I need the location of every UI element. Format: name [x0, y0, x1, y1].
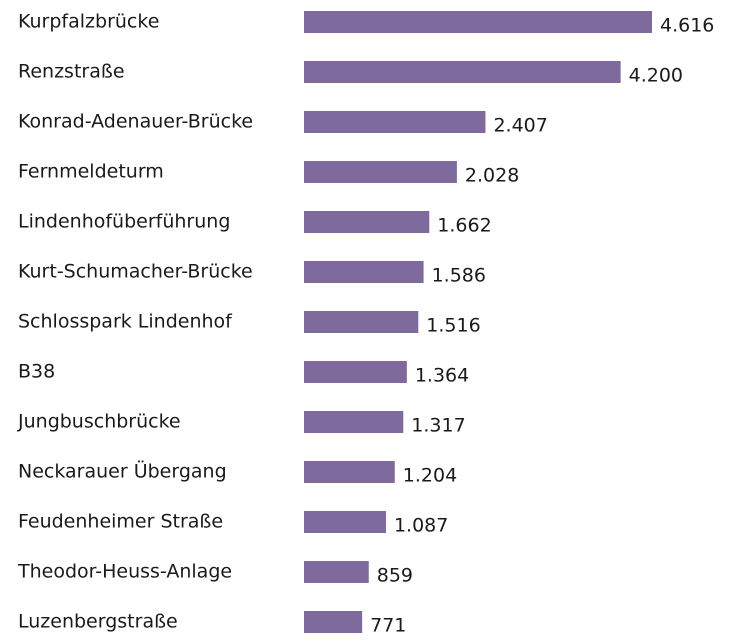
bar [304, 161, 457, 183]
category-label: Neckarauer Übergang [18, 460, 227, 483]
category-label: B38 [18, 361, 55, 383]
value-label: 1.204 [403, 465, 457, 487]
category-label: Luzenbergstraße [18, 611, 178, 633]
bar [304, 211, 430, 233]
category-label: Theodor-Heuss-Anlage [17, 561, 232, 583]
bar [304, 311, 419, 333]
bar [304, 511, 386, 533]
bar [304, 61, 621, 83]
category-label: Schlosspark Lindenhof [18, 311, 233, 333]
bar [304, 411, 404, 433]
value-label: 771 [370, 615, 406, 637]
value-label: 2.407 [493, 115, 547, 137]
bar [304, 11, 652, 33]
value-label: 1.087 [394, 515, 448, 537]
value-label: 1.364 [415, 365, 469, 387]
category-label: Jungbuschbrücke [17, 411, 181, 433]
value-label: 1.317 [411, 415, 465, 437]
value-label: 4.200 [629, 65, 683, 87]
category-label: Kurpfalzbrücke [18, 11, 159, 33]
bar [304, 111, 486, 133]
bar [304, 361, 407, 383]
category-label: Konrad-Adenauer-Brücke [18, 111, 253, 133]
value-label: 1.586 [432, 265, 486, 287]
bar [304, 561, 369, 583]
bar [304, 261, 424, 283]
category-label: Kurt-Schumacher-Brücke [18, 261, 253, 283]
value-label: 4.616 [660, 15, 714, 37]
value-label: 859 [377, 565, 413, 587]
value-label: 2.028 [465, 165, 519, 187]
value-label: 1.662 [437, 215, 491, 237]
bar [304, 461, 395, 483]
category-label: Fernmeldeturm [18, 161, 164, 183]
category-label: Feudenheimer Straße [18, 511, 223, 533]
category-label: Renzstraße [18, 61, 125, 83]
bar [304, 611, 363, 633]
value-label: 1.516 [426, 315, 480, 337]
category-label: Lindenhofüberführung [18, 211, 230, 233]
